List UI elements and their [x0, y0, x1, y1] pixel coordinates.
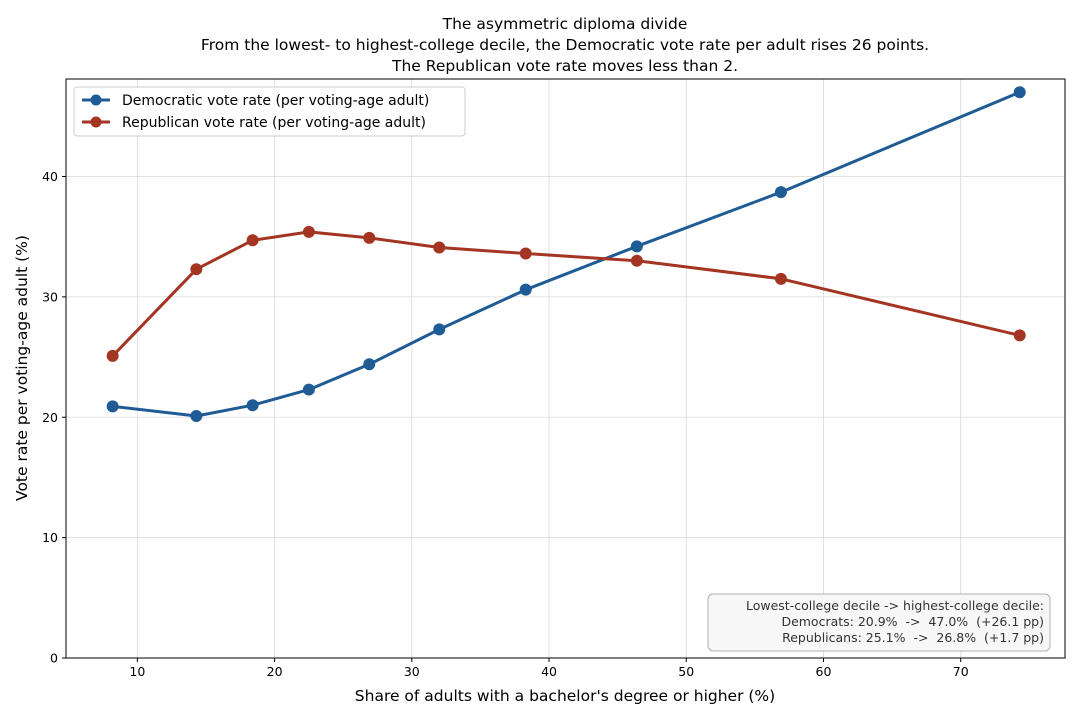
- x-axis-ticks: 10 20 30 40 50 60 70: [129, 658, 969, 679]
- y-tick-label: 20: [42, 410, 58, 425]
- data-point-republican: [106, 349, 119, 362]
- legend: Democratic vote rate (per voting-age adu…: [73, 86, 466, 137]
- chart-subtitle-line-2: The Republican vote rate moves less than…: [391, 57, 738, 75]
- data-point-democratic: [433, 323, 446, 336]
- chart-subtitle-line-1: From the lowest- to highest-college deci…: [201, 36, 929, 54]
- series: [106, 86, 1026, 423]
- data-point-democratic: [630, 240, 643, 253]
- data-point-democratic: [519, 283, 532, 296]
- annotation-line-1: Lowest-college decile -> highest-college…: [746, 598, 1044, 613]
- x-tick-label: 30: [404, 664, 420, 679]
- chart-title: The asymmetric diploma divide From the l…: [201, 15, 929, 75]
- annotation-line-3: Republicans: 25.1% -> 26.8% (+1.7 pp): [782, 630, 1044, 645]
- data-point-republican: [774, 272, 787, 285]
- x-tick-label: 60: [816, 664, 832, 679]
- plot-area-frame: [65, 78, 1066, 659]
- data-point-republican: [302, 225, 315, 238]
- chart-title-line-1: The asymmetric diploma divide: [442, 15, 688, 33]
- data-point-democratic: [1013, 86, 1026, 99]
- y-axis-ticks: 0 10 20 30 40: [42, 169, 66, 666]
- series-line-democratic: [112, 90, 1021, 418]
- data-point-republican: [433, 241, 446, 254]
- y-axis-label: Vote rate per voting-age adult (%): [13, 235, 31, 501]
- data-point-democratic: [774, 186, 787, 199]
- legend-label-republican: Republican vote rate (per voting-age adu…: [122, 115, 426, 131]
- legend-label-democratic: Democratic vote rate (per voting-age adu…: [122, 93, 429, 109]
- data-point-republican: [630, 254, 643, 267]
- y-tick-label: 40: [42, 169, 58, 184]
- y-tick-label: 10: [42, 530, 58, 545]
- data-point-democratic: [106, 400, 119, 413]
- data-point-democratic: [190, 410, 203, 423]
- x-tick-label: 20: [267, 664, 283, 679]
- x-tick-label: 50: [678, 664, 694, 679]
- annotation-box: [707, 593, 1051, 652]
- data-point-democratic: [246, 399, 259, 412]
- data-point-democratic: [363, 358, 376, 371]
- x-tick-label: 10: [129, 664, 145, 679]
- gridlines: [66, 79, 1065, 659]
- legend-marker-democratic: [90, 94, 102, 106]
- x-tick-label: 70: [953, 664, 969, 679]
- legend-box: [73, 86, 466, 137]
- data-point-republican: [519, 247, 532, 260]
- y-tick-label: 30: [42, 289, 58, 304]
- data-point-republican: [246, 234, 259, 247]
- data-point-republican: [1013, 329, 1026, 342]
- y-tick-label: 0: [50, 651, 58, 666]
- data-point-republican: [363, 231, 376, 244]
- summary-annotation: Lowest-college decile -> highest-college…: [707, 593, 1051, 652]
- data-point-democratic: [302, 383, 315, 396]
- series-line-republican: [111, 230, 1021, 357]
- annotation-line-2: Democrats: 20.9% -> 47.0% (+26.1 pp): [781, 614, 1044, 629]
- x-axis-label: Share of adults with a bachelor's degree…: [355, 687, 775, 705]
- legend-marker-republican: [90, 116, 102, 128]
- data-point-republican: [190, 263, 203, 276]
- x-tick-label: 40: [541, 664, 557, 679]
